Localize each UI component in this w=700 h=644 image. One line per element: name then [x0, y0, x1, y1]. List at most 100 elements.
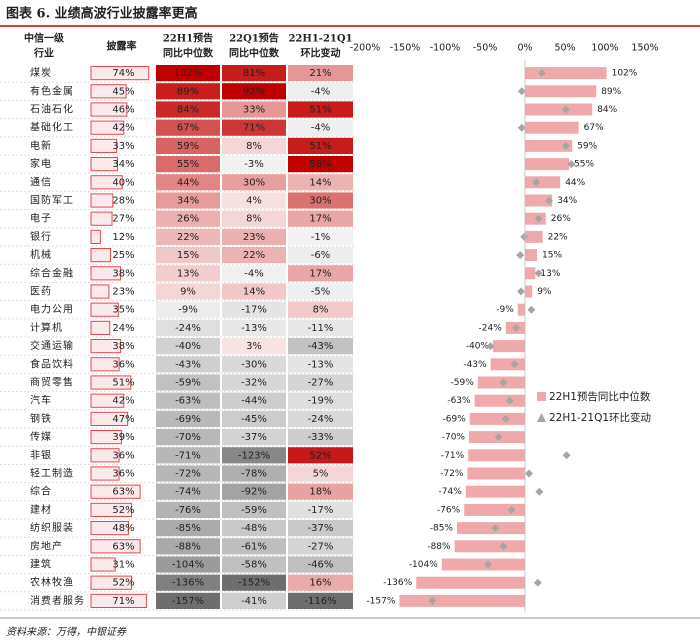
marker [499, 378, 508, 387]
bar [525, 249, 537, 262]
heat-cell [288, 228, 353, 245]
heat-label: -27% [308, 541, 334, 552]
disclosure-label: 48% [112, 523, 134, 534]
disclosure-label: 31% [112, 560, 134, 571]
disclosure-label: 39% [112, 432, 134, 443]
marker [537, 69, 546, 78]
column-header: 披露率 [107, 40, 137, 53]
heat-label: 15% [177, 250, 199, 261]
heat-cell [156, 338, 220, 355]
disclosure-label: 42% [112, 396, 134, 407]
heat-cell [156, 556, 220, 573]
disclosure-bar [90, 357, 120, 372]
heat-label: 58% [309, 159, 331, 170]
heat-label: -157% [172, 596, 204, 607]
heat-label: 5% [313, 469, 329, 480]
bar [464, 503, 525, 516]
heat-cell [222, 210, 286, 227]
heat-cell [222, 301, 286, 318]
heat-label: 4% [246, 196, 262, 207]
disclosure-bar [90, 502, 133, 517]
x-tick-label: 150% [631, 43, 658, 54]
bar-label: 26% [551, 214, 571, 224]
disclosure-bar [90, 138, 118, 154]
heat-label: -58% [241, 560, 267, 571]
industry: 综合金融 [30, 266, 74, 279]
bar-label: 13% [540, 269, 560, 279]
heat-cell [288, 556, 353, 573]
industry: 房地产 [30, 539, 63, 552]
heat-cell [222, 374, 286, 391]
bar-label: 55% [574, 160, 594, 170]
x-tick-label: 0% [517, 43, 532, 54]
marker [517, 287, 525, 296]
legend-swatch [537, 413, 546, 422]
column-header: 同比中位数 [163, 47, 214, 60]
heat-label: 89% [177, 86, 199, 97]
heat-cell [156, 447, 220, 464]
heat-label: 21% [309, 68, 331, 79]
heat-cell [288, 65, 353, 82]
heat-label: 23% [243, 232, 265, 243]
disclosure-label: 33% [112, 141, 134, 152]
heat-label: -76% [175, 505, 201, 516]
disclosure-bar [90, 466, 120, 481]
heat-cell [222, 192, 286, 209]
heat-cell [222, 156, 286, 173]
heat-label: -24% [175, 323, 201, 334]
heat-label: -13% [241, 323, 267, 334]
column-header: 环比变动 [301, 47, 341, 60]
heat-label: 71% [243, 123, 265, 134]
heat-cell [222, 520, 286, 537]
heat-cell [156, 429, 220, 446]
disclosure-bar [90, 339, 122, 354]
marker [561, 141, 570, 150]
disclosure-bar [90, 248, 111, 263]
disclosure-label: 42% [112, 123, 134, 134]
heat-cell [288, 338, 353, 355]
industry: 石油石化 [30, 103, 74, 116]
disclosure-bar [90, 430, 122, 445]
marker [494, 433, 503, 442]
marker [562, 451, 571, 460]
disclosure-bar [90, 375, 132, 390]
marker [532, 178, 541, 187]
heat-cell [156, 538, 220, 555]
bar-label: 15% [542, 251, 562, 261]
bar [525, 121, 579, 134]
marker [428, 596, 437, 605]
industry: 电力公用 [30, 303, 74, 316]
marker [499, 542, 508, 551]
x-tick-label: -50% [473, 43, 498, 54]
heat-label: 17% [309, 268, 331, 279]
bar-label: -69% [443, 414, 467, 424]
heat-cell [156, 483, 220, 500]
bar-label: -63% [447, 396, 471, 406]
industry: 农林牧渔 [30, 576, 74, 589]
heat-label: -11% [308, 323, 334, 334]
heat-cell [222, 410, 286, 427]
heat-cell [222, 447, 286, 464]
heat-cell [222, 429, 286, 446]
heat-label: -24% [308, 414, 334, 425]
x-tick-label: 50% [554, 43, 575, 54]
heat-cell [288, 429, 353, 446]
heat-label: -1% [311, 232, 330, 243]
heat-cell [156, 465, 220, 482]
bar-label: -70% [442, 433, 466, 443]
bar [525, 285, 533, 298]
industry: 建材 [30, 503, 52, 516]
disclosure-bar [90, 193, 114, 208]
marker [491, 524, 500, 533]
disclosure-label: 63% [112, 541, 134, 552]
heat-cell [156, 119, 220, 136]
bar-label: -72% [440, 469, 464, 479]
heat-cell [156, 301, 220, 318]
disclosure-bar [90, 157, 119, 172]
heat-cell [288, 119, 353, 136]
disclosure-bar [90, 521, 129, 536]
heat-cell [222, 556, 286, 573]
disclosure-label: 45% [112, 86, 134, 97]
heat-label: -45% [241, 414, 267, 425]
heat-label: 84% [177, 105, 199, 116]
